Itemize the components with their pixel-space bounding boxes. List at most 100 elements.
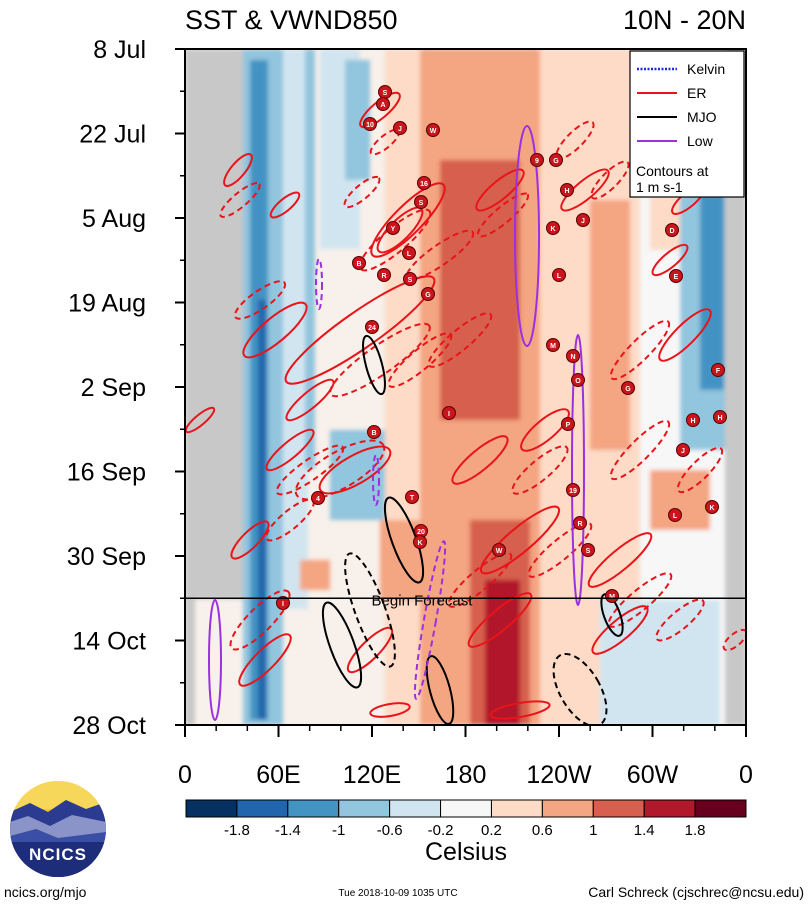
- er-contour: [651, 243, 689, 277]
- storm-label: W: [430, 128, 437, 135]
- er-contour: [343, 175, 381, 209]
- storm-marker: O: [571, 373, 585, 387]
- storm-label: 24: [368, 325, 376, 332]
- er-contour: [185, 406, 216, 434]
- storm-label: M: [550, 343, 556, 350]
- colorbar-swatch: [643, 799, 696, 818]
- legend-label-kelvin: Kelvin: [687, 61, 725, 77]
- colorbar-tick-label: 0.2: [481, 822, 502, 839]
- x-tick-label: 120W: [526, 761, 592, 789]
- footer-author: Carl Schreck (cjschrec@ncsu.edu): [588, 884, 804, 900]
- er-contour: [520, 408, 570, 452]
- storm-marker: R: [573, 516, 587, 530]
- er-contour: [447, 552, 513, 608]
- er-contour: [318, 445, 392, 495]
- mjo-contour: [344, 552, 396, 668]
- mjo-contour: [425, 655, 455, 725]
- er-contour: [219, 182, 261, 218]
- storm-marker: J: [676, 443, 690, 457]
- storm-label: I: [282, 601, 284, 608]
- storm-label: G: [425, 292, 431, 299]
- legend-label-er: ER: [687, 85, 706, 101]
- storm-marker: F: [711, 363, 725, 377]
- x-tick-label: 120E: [343, 761, 401, 789]
- low-contour: [315, 258, 323, 310]
- x-tick-label: 0: [178, 761, 192, 789]
- storm-label: W: [496, 548, 503, 555]
- storm-marker: L: [668, 508, 682, 522]
- storm-marker: S: [414, 195, 428, 209]
- colorbar-tick-label: 1.4: [634, 822, 655, 839]
- storm-label: L: [407, 251, 412, 258]
- footer-timestamp: Tue 2018-10-09 1035 UTC: [338, 888, 457, 899]
- storm-marker: G: [621, 381, 635, 395]
- er-contour: [527, 522, 593, 578]
- colorbar-title: Celsius: [425, 838, 507, 866]
- storm-label: 19: [569, 488, 577, 495]
- er-contour: [233, 280, 287, 320]
- logo-text: NCICS: [29, 845, 87, 864]
- storm-marker: S: [581, 543, 595, 557]
- er-contour: [238, 633, 292, 687]
- er-contour: [489, 700, 551, 720]
- legend-note-line1: Contours at: [636, 163, 708, 179]
- y-tick-label: 8 Jul: [93, 36, 146, 64]
- storm-marker: K: [546, 221, 560, 235]
- storm-marker: 9: [530, 153, 544, 167]
- storm-marker: R: [377, 268, 391, 282]
- er-contour: [591, 605, 649, 655]
- mjo-contour: [362, 334, 386, 396]
- storm-marker: N: [566, 349, 580, 363]
- storm-marker: 19: [566, 483, 580, 497]
- colorbar-tick-label: -1.8: [224, 822, 250, 839]
- storm-marker: S: [403, 272, 417, 286]
- storm-label: G: [553, 158, 559, 165]
- er-contour: [476, 192, 530, 238]
- forecast-label: Begin Forecast: [372, 592, 474, 609]
- storm-marker: T: [405, 490, 419, 504]
- storm-label: 16: [420, 181, 428, 188]
- x-tick-label: 60W: [627, 761, 679, 789]
- storm-marker: W: [426, 123, 440, 137]
- colorbar-swatch: [389, 799, 442, 818]
- colorbar: -1.8 -1.4 -1 -0.6 -0.2 0.2 0.6 1 1.4 1.8: [185, 799, 747, 839]
- low-contour: [372, 454, 380, 506]
- storm-label: B: [356, 261, 361, 268]
- storm-marker: S: [378, 85, 392, 99]
- x-axis: 0 60E 120E 180 120W 60W 0: [178, 725, 753, 789]
- colorbar-tick-label: 1.8: [685, 822, 706, 839]
- er-contour: [676, 446, 724, 494]
- storm-marker: 16: [417, 176, 431, 190]
- storm-label: R: [577, 521, 582, 528]
- storm-label: 9: [535, 158, 539, 165]
- storm-marker: A: [376, 97, 390, 111]
- chart-title-left: SST & VWND850: [185, 5, 398, 35]
- storm-marker: H: [686, 413, 700, 427]
- storm-label: 20: [417, 529, 425, 536]
- storm-marker: M: [605, 589, 619, 603]
- storm-marker: Y: [386, 221, 400, 235]
- storm-marker: M: [546, 338, 560, 352]
- low-contour: [413, 540, 447, 700]
- legend-box: [629, 50, 745, 198]
- low-contour: [208, 599, 222, 721]
- er-contour: [475, 168, 525, 212]
- er-contour: [658, 308, 712, 362]
- storm-marker: E: [669, 269, 683, 283]
- y-tick-label: 5 Aug: [82, 205, 146, 233]
- storm-label: O: [575, 378, 581, 385]
- storm-label: I: [448, 411, 450, 418]
- storm-marker: H: [713, 410, 727, 424]
- storm-label: L: [557, 273, 562, 280]
- er-contour: [369, 702, 411, 718]
- storm-marker: 4: [311, 491, 325, 505]
- storm-marker: W: [492, 543, 506, 557]
- storm-marker: G: [549, 153, 563, 167]
- colorbar-tick-label: 0.6: [532, 822, 553, 839]
- storm-label: 10: [366, 122, 374, 129]
- er-contour: [242, 301, 308, 359]
- er-contour: [329, 322, 431, 398]
- storm-marker: K: [413, 535, 427, 549]
- er-contour: [560, 168, 610, 212]
- storm-label: K: [417, 540, 422, 547]
